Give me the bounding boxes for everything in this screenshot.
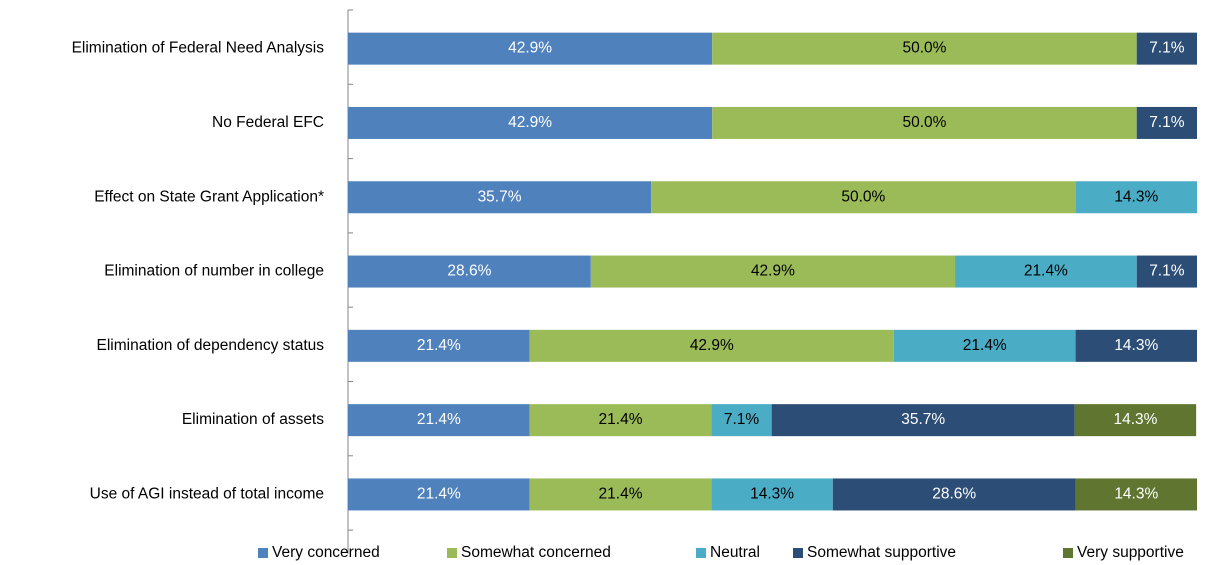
value-label: 14.3% <box>1113 411 1157 428</box>
bar-segment <box>348 106 713 139</box>
category-label: Use of AGI instead of total income <box>90 486 324 503</box>
value-label: 28.6% <box>447 263 491 280</box>
bar-segment <box>1075 329 1197 362</box>
value-label: 21.4% <box>417 486 461 503</box>
value-label: 35.7% <box>478 188 522 205</box>
legend-swatch <box>696 548 706 558</box>
bar-segment <box>711 404 772 437</box>
value-label: 28.6% <box>932 486 976 503</box>
value-label: 21.4% <box>1024 263 1068 280</box>
value-label: 21.4% <box>963 337 1007 354</box>
bar-segment <box>1136 255 1197 288</box>
category-label: Elimination of assets <box>182 411 324 428</box>
value-label: 42.9% <box>508 114 552 131</box>
legend-label: Somewhat concerned <box>461 544 611 561</box>
value-label: 42.9% <box>690 337 734 354</box>
value-label: 21.4% <box>599 411 643 428</box>
value-label: 42.9% <box>508 40 552 57</box>
bar-segment <box>348 32 713 65</box>
legend-swatch <box>793 548 803 558</box>
bar-segment <box>711 478 833 511</box>
value-label: 50.0% <box>902 114 946 131</box>
bar-segment <box>1074 404 1197 437</box>
bar-segment <box>590 255 956 288</box>
category-label: Elimination of number in college <box>104 263 324 280</box>
value-label: 50.0% <box>902 40 946 57</box>
value-label: 35.7% <box>901 411 945 428</box>
bar-segment <box>712 32 1137 65</box>
bar-segment <box>529 478 712 511</box>
bar-segment <box>712 106 1137 139</box>
value-label: 21.4% <box>599 486 643 503</box>
bar-segment <box>832 478 1076 511</box>
bar-segment <box>1136 106 1197 139</box>
bar-segment <box>529 404 712 437</box>
value-label: 7.1% <box>1149 40 1185 57</box>
legend-label: Very concerned <box>272 544 380 561</box>
category-label: Elimination of Federal Need Analysis <box>72 40 325 57</box>
bar-segment <box>348 181 652 214</box>
bar-segment <box>348 478 530 511</box>
value-label: 7.1% <box>724 411 760 428</box>
value-label: 14.3% <box>1114 486 1158 503</box>
bar-segment <box>955 255 1137 288</box>
value-label: 50.0% <box>841 188 885 205</box>
legend-label: Somewhat supportive <box>807 544 956 561</box>
legend-label: Neutral <box>710 544 760 561</box>
bar-segment <box>348 255 591 288</box>
category-label: No Federal EFC <box>212 114 324 131</box>
bar-segment <box>1075 181 1197 214</box>
bar-segment <box>651 181 1076 214</box>
legend-swatch <box>1063 548 1073 558</box>
category-label: Effect on State Grant Application* <box>94 188 324 205</box>
value-label: 42.9% <box>751 263 795 280</box>
bar-segment <box>771 404 1075 437</box>
legend-swatch <box>258 548 268 558</box>
value-label: 7.1% <box>1149 114 1185 131</box>
value-label: 7.1% <box>1149 263 1185 280</box>
category-label: Elimination of dependency status <box>97 337 325 354</box>
value-label: 21.4% <box>417 411 461 428</box>
bar-segment <box>348 329 530 362</box>
value-label: 21.4% <box>417 337 461 354</box>
value-label: 14.3% <box>1114 188 1158 205</box>
bar-segment <box>348 404 530 437</box>
value-label: 14.3% <box>750 486 794 503</box>
bar-segment <box>893 329 1076 362</box>
bar-segment <box>529 329 894 362</box>
bar-segment <box>1136 32 1197 65</box>
legend-label: Very supportive <box>1077 544 1184 561</box>
legend-swatch <box>447 548 457 558</box>
value-label: 14.3% <box>1114 337 1158 354</box>
bar-segment <box>1075 478 1197 511</box>
